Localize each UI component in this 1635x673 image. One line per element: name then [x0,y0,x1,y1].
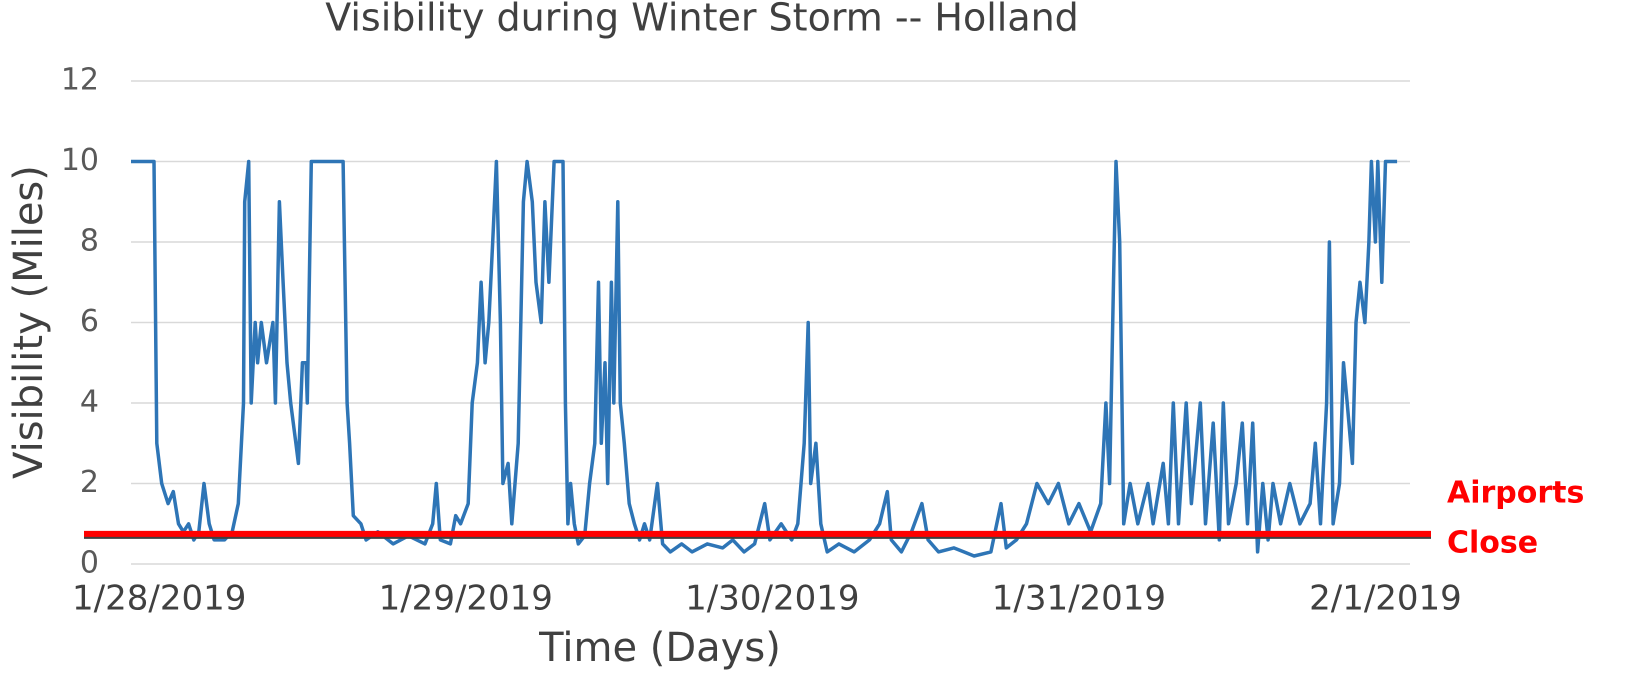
x-tick-label: 1/29/2019 [379,579,553,619]
x-tick-label: 1/28/2019 [72,579,246,619]
y-axis-title: Visibility (Miles) [6,165,52,479]
y-tick-label: 0 [80,546,99,581]
x-tick-label: 1/31/2019 [992,579,1166,619]
y-tick-label: 12 [61,63,99,98]
x-tick-label: 1/30/2019 [685,579,859,619]
y-tick-label: 4 [80,385,99,420]
y-tick-label: 10 [61,143,99,178]
reference-label: Close [1447,526,1538,561]
x-tick-label: 2/1/2019 [1309,579,1462,619]
y-tick-label: 6 [80,304,99,339]
chart-title: Visibility during Winter Storm -- Hollan… [325,0,1079,40]
y-tick-label: 2 [80,465,99,500]
reference-label: Airports [1447,476,1584,511]
x-axis-title: Time (Days) [538,625,781,671]
y-tick-label: 8 [80,224,99,259]
data-line [131,159,1398,558]
